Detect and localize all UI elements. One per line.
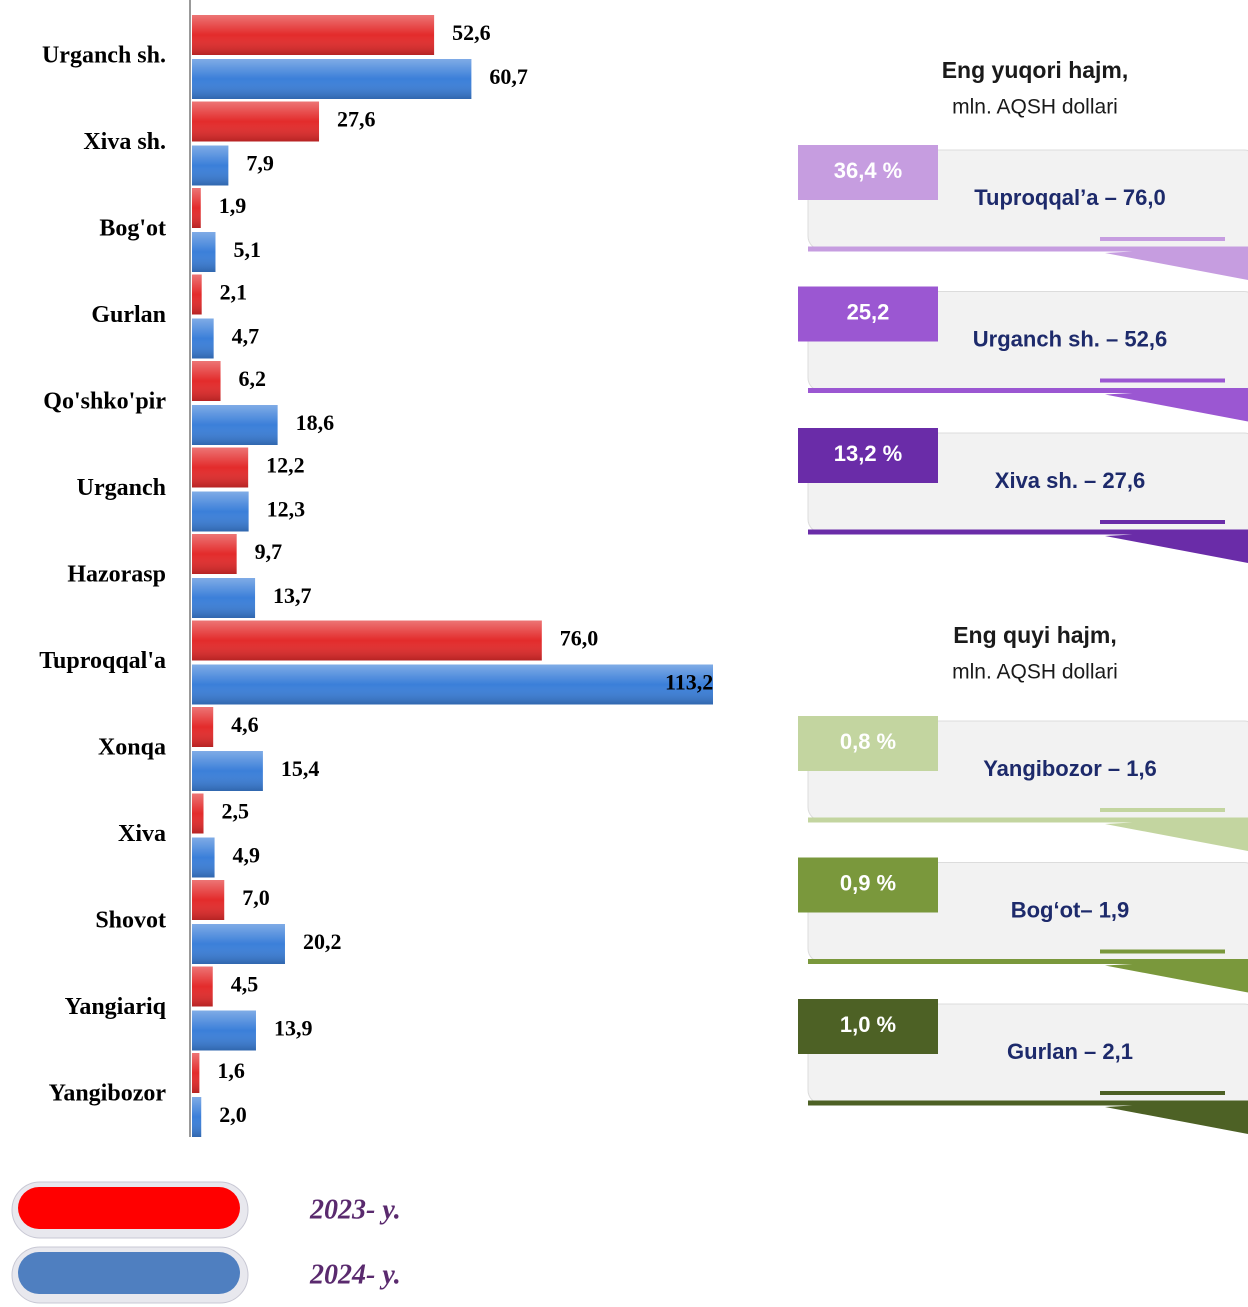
value-label: 2,5	[222, 799, 250, 824]
bar-gloss	[192, 751, 263, 791]
ribbon-tail	[1105, 1099, 1248, 1134]
bar-gloss	[192, 620, 542, 661]
item-label: Bog‘ot– 1,9	[1011, 897, 1130, 922]
category-label: Yangibozor	[49, 1081, 167, 1107]
bar-gloss	[192, 966, 213, 1007]
panel-subtitle: mln. AQSH dollari	[952, 96, 1118, 119]
item-label: Gurlan – 2,1	[1007, 1039, 1133, 1064]
bar-gloss	[192, 447, 249, 488]
legend-label: 2023- y.	[309, 1194, 401, 1225]
value-label: 4,6	[231, 712, 259, 737]
value-label: 1,9	[219, 193, 247, 218]
bar-gloss	[192, 188, 201, 228]
category-label: Shovot	[95, 908, 166, 934]
percent: 0,8 %	[840, 729, 896, 754]
panel-subtitle: mln. AQSH dollari	[952, 661, 1118, 684]
percent: 36,4 %	[834, 158, 903, 183]
ribbon-tail	[1105, 957, 1248, 993]
percent: 1,0 %	[840, 1012, 896, 1037]
bar-gloss	[192, 101, 320, 142]
value-label: 5,1	[233, 237, 260, 262]
value-label: 6,2	[239, 366, 267, 391]
category-label: Tuproqqal'a	[39, 648, 166, 674]
value-label: 4,7	[232, 324, 260, 349]
bar-gloss	[192, 924, 285, 964]
value-label: 9,7	[255, 539, 282, 564]
value-label: 12,2	[266, 453, 305, 478]
category-label: Urganch sh.	[42, 43, 166, 69]
value-label: 13,7	[273, 583, 312, 608]
bar-gloss	[192, 880, 225, 920]
category-label: Xiva sh.	[83, 129, 166, 155]
value-label: 4,5	[231, 972, 258, 997]
category-label: Bog'ot	[99, 216, 166, 242]
value-label: 76,0	[560, 626, 599, 651]
bar-gloss	[192, 145, 229, 186]
value-label: 18,6	[296, 410, 335, 435]
category-label: Qo'shko'pir	[43, 389, 166, 415]
percent-tab	[798, 145, 938, 200]
bar-gloss	[192, 232, 216, 272]
bar-gloss	[192, 15, 435, 55]
bar-gloss	[192, 405, 278, 445]
item-label: Yangibozor – 1,6	[983, 756, 1157, 781]
bar-gloss	[192, 578, 256, 618]
value-label: 1,6	[217, 1058, 245, 1083]
panel-title: Eng yuqori hajm,	[942, 57, 1129, 83]
percent-tab	[798, 428, 938, 483]
category-label: Yangiariq	[65, 994, 167, 1020]
value-label: 2,0	[219, 1102, 247, 1127]
value-label: 52,6	[452, 20, 491, 45]
item-label: Urganch sh. – 52,6	[973, 326, 1167, 351]
category-label: Hazorasp	[67, 562, 166, 588]
value-label: 27,6	[337, 107, 376, 132]
percent-tab	[798, 286, 938, 342]
ribbon-tail	[1105, 245, 1248, 280]
value-label: 15,4	[281, 756, 320, 781]
percent-tab	[798, 999, 938, 1054]
ribbon-tail	[1105, 528, 1248, 563]
value-label: 2,1	[220, 280, 248, 305]
bar-gloss	[192, 534, 237, 574]
bar-gloss	[192, 837, 215, 878]
value-label: 12,3	[267, 497, 306, 522]
value-label: 60,7	[489, 64, 527, 89]
percent: 0,9 %	[840, 870, 896, 895]
category-label: Xiva	[118, 821, 166, 847]
legend-swatch	[18, 1187, 240, 1229]
bar-gloss	[192, 318, 214, 359]
ribbon-tail	[1105, 816, 1248, 851]
legend-swatch	[18, 1252, 240, 1294]
bar-gloss	[192, 274, 202, 315]
category-label: Urganch	[77, 475, 166, 501]
value-label: 4,9	[233, 843, 261, 868]
bar-gloss	[192, 1053, 200, 1093]
panel-title: Eng quyi hajm,	[953, 622, 1117, 648]
item-label: Tuproqqal’a – 76,0	[974, 185, 1166, 210]
category-label: Xonqa	[98, 735, 166, 761]
item-label: Xiva sh. – 27,6	[995, 468, 1145, 493]
bar-gloss	[192, 664, 713, 705]
value-label: 113,2	[665, 670, 713, 695]
value-label: 13,9	[274, 1016, 313, 1041]
bar-gloss	[192, 793, 204, 834]
bar-gloss	[192, 707, 214, 747]
bar-gloss	[192, 361, 221, 401]
category-label: Gurlan	[91, 302, 166, 328]
percent: 13,2 %	[834, 441, 903, 466]
bar-gloss	[192, 59, 472, 99]
percent: 25,2	[847, 299, 890, 324]
percent-tab	[798, 857, 938, 913]
bar-gloss	[192, 1097, 202, 1137]
value-label: 7,9	[246, 151, 274, 176]
value-label: 7,0	[242, 885, 270, 910]
value-label: 20,2	[303, 929, 342, 954]
percent-tab	[798, 716, 938, 771]
legend-label: 2024- y.	[309, 1259, 401, 1290]
ribbon-tail	[1105, 386, 1248, 422]
bar-gloss	[192, 491, 249, 532]
bar-gloss	[192, 1010, 256, 1051]
